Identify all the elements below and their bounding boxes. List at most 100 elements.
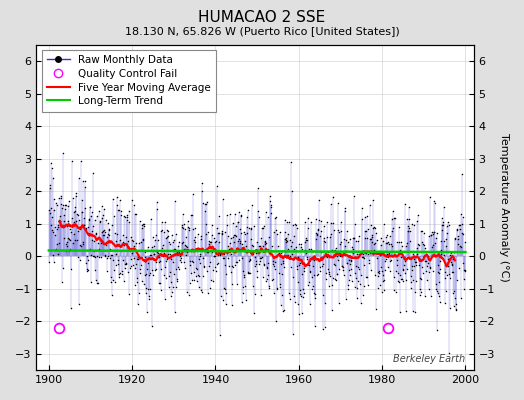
Point — [188, 277, 196, 284]
Point — [161, 296, 169, 302]
Point — [325, 273, 334, 280]
Point — [298, 246, 307, 252]
Point — [262, 278, 270, 284]
Point — [316, 228, 325, 234]
Point — [429, 231, 438, 238]
Point — [399, 267, 408, 273]
Point — [209, 267, 217, 274]
Point — [434, 269, 442, 275]
Point — [113, 194, 121, 200]
Point — [255, 214, 263, 220]
Point — [145, 296, 153, 302]
Point — [233, 281, 242, 288]
Point — [147, 216, 156, 222]
Point — [312, 231, 321, 237]
Point — [344, 282, 352, 288]
Point — [71, 237, 80, 243]
Point — [374, 268, 383, 274]
Point — [237, 212, 245, 218]
Point — [309, 283, 318, 289]
Point — [46, 182, 54, 188]
Point — [461, 267, 470, 274]
Point — [406, 228, 414, 234]
Point — [328, 307, 336, 313]
Point — [394, 250, 402, 257]
Point — [64, 203, 72, 210]
Point — [438, 215, 446, 221]
Point — [143, 266, 151, 272]
Point — [169, 284, 178, 290]
Point — [377, 241, 385, 248]
Point — [244, 270, 253, 276]
Point — [303, 254, 311, 260]
Point — [268, 248, 276, 254]
Point — [164, 251, 172, 257]
Point — [179, 225, 188, 232]
Point — [443, 223, 452, 230]
Point — [383, 232, 391, 238]
Point — [275, 251, 283, 258]
Point — [399, 278, 407, 284]
Point — [386, 268, 395, 274]
Point — [122, 260, 130, 266]
Point — [219, 196, 227, 202]
Point — [254, 208, 263, 214]
Point — [316, 218, 325, 224]
Point — [310, 272, 319, 278]
Point — [332, 245, 341, 251]
Point — [248, 242, 256, 248]
Point — [78, 209, 86, 215]
Point — [354, 238, 363, 244]
Point — [109, 277, 117, 284]
Point — [363, 213, 372, 219]
Point — [192, 266, 201, 272]
Point — [437, 251, 445, 257]
Point — [283, 219, 291, 226]
Point — [296, 260, 304, 266]
Point — [333, 271, 342, 278]
Point — [331, 276, 340, 282]
Point — [224, 255, 232, 261]
Point — [407, 221, 416, 228]
Point — [134, 254, 142, 260]
Point — [46, 210, 54, 216]
Point — [390, 286, 398, 293]
Point — [283, 231, 292, 238]
Point — [77, 242, 85, 249]
Point — [174, 243, 182, 249]
Point — [83, 266, 91, 272]
Point — [418, 263, 426, 270]
Point — [165, 284, 173, 290]
Point — [357, 216, 366, 222]
Point — [178, 222, 187, 228]
Point — [56, 218, 64, 224]
Point — [326, 231, 335, 237]
Point — [401, 258, 409, 264]
Point — [174, 239, 183, 246]
Point — [210, 235, 218, 241]
Point — [82, 225, 90, 231]
Point — [380, 267, 389, 274]
Point — [206, 276, 215, 283]
Point — [82, 260, 90, 266]
Point — [413, 240, 422, 247]
Point — [211, 252, 220, 259]
Point — [260, 240, 269, 247]
Point — [149, 234, 157, 240]
Point — [443, 256, 452, 262]
Point — [307, 219, 315, 226]
Point — [286, 237, 294, 244]
Point — [368, 234, 376, 240]
Point — [183, 243, 191, 250]
Point — [256, 258, 264, 264]
Point — [67, 229, 75, 236]
Point — [88, 237, 96, 244]
Point — [112, 238, 120, 244]
Point — [301, 237, 310, 244]
Point — [391, 214, 399, 221]
Point — [281, 217, 290, 224]
Point — [410, 256, 419, 262]
Point — [277, 250, 286, 256]
Point — [451, 236, 459, 242]
Point — [81, 177, 90, 184]
